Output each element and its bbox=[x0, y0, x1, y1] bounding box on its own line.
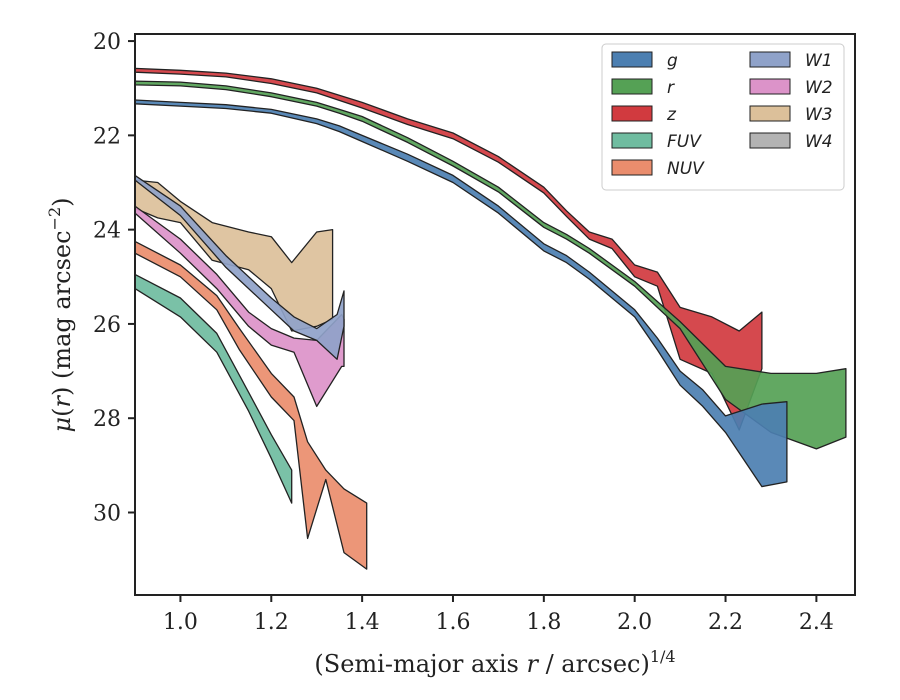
legend-label-w3: W3 bbox=[805, 105, 833, 125]
y-tick-label: 26 bbox=[93, 313, 121, 338]
legend-swatch-nuv bbox=[611, 159, 653, 176]
plot-frame bbox=[134, 33, 856, 596]
legend-swatch-fuv bbox=[611, 132, 653, 149]
legend-label-z: z bbox=[666, 105, 677, 125]
profile-bands bbox=[134, 67, 847, 570]
legend-label-fuv: FUV bbox=[667, 132, 702, 152]
y-axis: 20 22 24 26 28 30 bbox=[93, 30, 135, 527]
legend-label-r: r bbox=[667, 78, 675, 98]
x-tick-label: 2.0 bbox=[617, 610, 652, 635]
x-tick-label: 1.4 bbox=[345, 610, 380, 635]
y-tick-label: 28 bbox=[93, 407, 121, 432]
legend-label-w4: W4 bbox=[805, 132, 833, 152]
band-w2 bbox=[134, 205, 345, 408]
legend-swatch-w3 bbox=[749, 105, 791, 122]
legend-swatch-w2 bbox=[749, 78, 791, 95]
legend-swatch-z bbox=[611, 105, 653, 122]
y-tick-label: 24 bbox=[93, 219, 121, 244]
legend-swatch-w4 bbox=[749, 132, 791, 149]
band-w1 bbox=[134, 174, 345, 360]
legend-label-g: g bbox=[667, 51, 678, 71]
y-axis-label: μ(r) (mag arcsec−2) bbox=[45, 197, 76, 432]
legend: grz FUV NUV W1 W2 W3 W4 bbox=[601, 43, 845, 191]
y-tick-label: 20 bbox=[93, 30, 121, 55]
x-axis-label: (Semi-major axis r / arcsec)1/4 bbox=[314, 647, 675, 678]
band-g bbox=[134, 99, 788, 488]
band-fuv bbox=[134, 273, 293, 504]
x-tick-label: 2.2 bbox=[708, 610, 743, 635]
x-tick-label: 1.0 bbox=[163, 610, 198, 635]
legend-label-w1: W1 bbox=[805, 51, 833, 71]
legend-label-nuv: NUV bbox=[667, 159, 705, 179]
legend-swatch-w1 bbox=[749, 51, 791, 68]
x-tick-label: 1.2 bbox=[254, 610, 289, 635]
legend-swatch-r bbox=[611, 78, 653, 95]
y-tick-label: 22 bbox=[93, 124, 121, 149]
y-tick-label: 30 bbox=[93, 502, 121, 527]
band-z bbox=[134, 67, 763, 431]
band-nuv bbox=[134, 240, 368, 570]
x-tick-label: 1.8 bbox=[526, 610, 561, 635]
x-axis: 1.0 1.2 1.4 1.6 1.8 2.0 2.2 2.4 bbox=[163, 595, 834, 635]
legend-items: grz FUV NUV W1 W2 W3 W4 bbox=[611, 51, 833, 179]
x-tick-label: 2.4 bbox=[799, 610, 834, 635]
legend-label-w2: W2 bbox=[805, 78, 833, 98]
legend-swatch-g bbox=[611, 51, 653, 68]
x-tick-label: 1.6 bbox=[435, 610, 470, 635]
